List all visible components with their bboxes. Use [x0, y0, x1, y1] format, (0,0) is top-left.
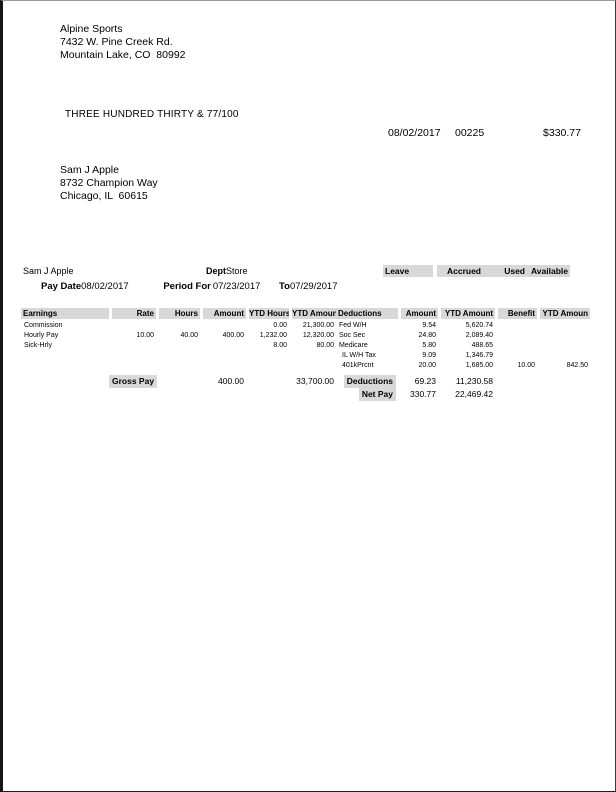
payee-street: 8732 Champion Way: [60, 177, 158, 189]
net-pay-amount: 330.77: [410, 389, 436, 399]
leave-accrued-header: Accrued: [446, 266, 481, 276]
earning-ytd-amount: 80.00: [316, 342, 334, 349]
earning-name: Hourly Pay: [24, 332, 59, 339]
leave-columns-header: Accrued Used Available: [437, 265, 570, 277]
deduction-ytd-amount: 1,346.79: [465, 352, 493, 359]
payee-city-state-zip: Chicago, IL 60615: [60, 190, 148, 202]
earning-name: Sick-Hrly: [24, 342, 52, 349]
company-address-block: Alpine Sports 7432 W. Pine Creek Rd. Mou…: [60, 23, 186, 62]
benefit-header: Benefit: [498, 308, 537, 319]
gross-pay-label: Gross Pay: [109, 375, 158, 388]
period-end-value: 07/29/2017: [289, 281, 338, 292]
deductions-total-amount: 69.23: [414, 376, 436, 386]
deductions-total-label: Deductions: [343, 375, 396, 388]
company-city-state-zip: Mountain Lake, CO 80992: [60, 49, 186, 61]
deduction-ytd-amount: 2,089.40: [465, 332, 493, 339]
stub-pay-period-line: Pay Date08/02/2017 Period For 07/23/2017 …: [41, 281, 337, 292]
deduction-amount: 9.54: [422, 322, 436, 329]
rate-header: Rate: [112, 308, 156, 319]
deduction-amount-header: Amount: [401, 308, 438, 319]
stub-employee-name: Sam J Apple: [23, 266, 74, 276]
amount-header: Amount: [203, 308, 246, 319]
deduction-ytd-amount: 5,620.74: [465, 322, 493, 329]
deduction-ytd-amount: 488.65: [471, 342, 493, 349]
pay-table-body: Commission 0.00 21,300.00 Fed W/H 9.54 5…: [21, 321, 590, 371]
deduction-amount: 20.00: [418, 362, 436, 369]
gross-pay-amount: 400.00: [218, 376, 244, 386]
check-number: 00225: [455, 127, 485, 139]
earning-name: Commission: [24, 322, 63, 329]
leave-used-header: Used: [504, 266, 525, 276]
stub-dept: DeptStore: [206, 266, 248, 276]
ytd-hours-header: YTD Hours: [249, 308, 289, 319]
deduction-amount: 5.80: [422, 342, 436, 349]
net-pay-ytd: 22,469.42: [455, 389, 493, 399]
check-amount: $330.77: [543, 127, 581, 139]
leave-available-header: Available: [530, 266, 568, 276]
deductions-total-ytd: 11,230.58: [455, 376, 493, 386]
deduction-ytd-amount: 1,685.00: [465, 362, 493, 369]
earning-ytd-amount: 12,320.00: [302, 332, 334, 339]
deduction-name: 401kPrcnt: [342, 362, 374, 369]
benefit-ytd-amount-header: YTD Amoun: [540, 308, 590, 319]
deduction-ytd-amount-header: YTD Amount: [441, 308, 495, 319]
deduction-amount: 9.09: [422, 352, 436, 359]
deduction-amount: 24.80: [418, 332, 436, 339]
pay-stub-table: Earnings Rate Hours Amount YTD Hours YTD…: [21, 308, 590, 401]
deduction-name: Fed W/H: [339, 322, 367, 329]
ytd-amount-header: YTD Amount: [292, 308, 336, 319]
pay-table-header-row: Earnings Rate Hours Amount YTD Hours YTD…: [21, 308, 590, 319]
leave-header: Leave: [383, 265, 433, 277]
gross-pay-ytd: 33,700.00: [296, 376, 334, 386]
earning-rate: 10.00: [136, 332, 154, 339]
net-pay-label: Net Pay: [358, 388, 396, 401]
earnings-header: Earnings: [21, 308, 109, 319]
company-street: 7432 W. Pine Creek Rd.: [60, 36, 173, 48]
period-start-value: 07/23/2017: [212, 281, 261, 292]
earning-hours: 40.00: [180, 332, 198, 339]
period-for-label: Period For: [163, 281, 211, 292]
pay-date-value: 08/02/2017: [81, 281, 129, 292]
deduction-name: IL W/H Tax: [342, 352, 376, 359]
deduction-name: Soc Sec: [339, 332, 366, 339]
deduction-name: Medicare: [339, 342, 368, 349]
earning-amount: 400.00: [222, 332, 244, 339]
company-name: Alpine Sports: [60, 23, 123, 35]
earning-ytd-hours: 1,232.00: [259, 332, 287, 339]
pay-table-totals: Gross Pay 400.00 33,700.00 Deductions 69…: [21, 375, 590, 401]
earning-ytd-hours: 8.00: [273, 342, 287, 349]
check-date: 08/02/2017: [388, 127, 441, 139]
dept-value: Store: [226, 266, 248, 276]
hours-header: Hours: [159, 308, 200, 319]
benefit-amount: 10.00: [517, 362, 535, 369]
pay-date-label: Pay Date: [41, 281, 82, 292]
payee-address-block: Sam J Apple 8732 Champion Way Chicago, I…: [60, 164, 158, 203]
benefit-ytd-amount: 842.50: [566, 362, 588, 369]
to-label: To: [279, 281, 290, 292]
deductions-header: Deductions: [336, 308, 398, 319]
earning-ytd-amount: 21,300.00: [302, 322, 334, 329]
earning-ytd-hours: 0.00: [273, 322, 287, 329]
amount-in-words: THREE HUNDRED THIRTY & 77/100: [65, 109, 239, 120]
dept-label: Dept: [206, 266, 226, 276]
payee-name: Sam J Apple: [60, 164, 119, 176]
